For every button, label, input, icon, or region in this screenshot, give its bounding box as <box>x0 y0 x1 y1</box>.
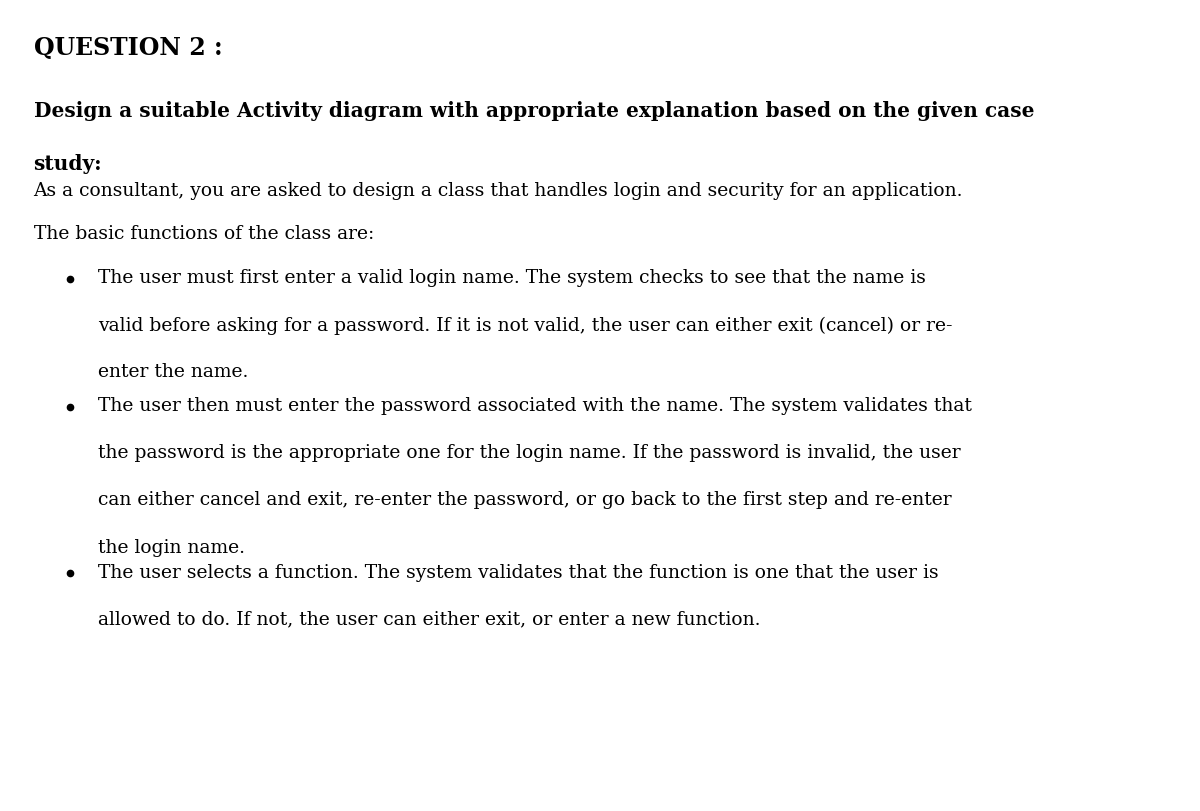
Text: valid before asking for a password. If it is not valid, the user can either exit: valid before asking for a password. If i… <box>98 316 953 335</box>
Text: study:: study: <box>34 154 102 174</box>
Text: The basic functions of the class are:: The basic functions of the class are: <box>34 225 374 242</box>
Text: the login name.: the login name. <box>98 539 246 556</box>
Text: As a consultant, you are asked to design a class that handles login and security: As a consultant, you are asked to design… <box>34 182 964 200</box>
Text: can either cancel and exit, re-enter the password, or go back to the first step : can either cancel and exit, re-enter the… <box>98 491 952 509</box>
Text: The user selects a function. The system validates that the function is one that : The user selects a function. The system … <box>98 564 940 581</box>
Text: the password is the appropriate one for the login name. If the password is inval: the password is the appropriate one for … <box>98 444 961 462</box>
Text: enter the name.: enter the name. <box>98 363 248 381</box>
Text: QUESTION 2 :: QUESTION 2 : <box>34 36 222 61</box>
Text: The user then must enter the password associated with the name. The system valid: The user then must enter the password as… <box>98 397 972 415</box>
Text: allowed to do. If not, the user can either exit, or enter a new function.: allowed to do. If not, the user can eith… <box>98 611 761 629</box>
Text: The user must first enter a valid login name. The system checks to see that the : The user must first enter a valid login … <box>98 269 926 287</box>
Text: Design a suitable Activity diagram with appropriate explanation based on the giv: Design a suitable Activity diagram with … <box>34 101 1034 122</box>
